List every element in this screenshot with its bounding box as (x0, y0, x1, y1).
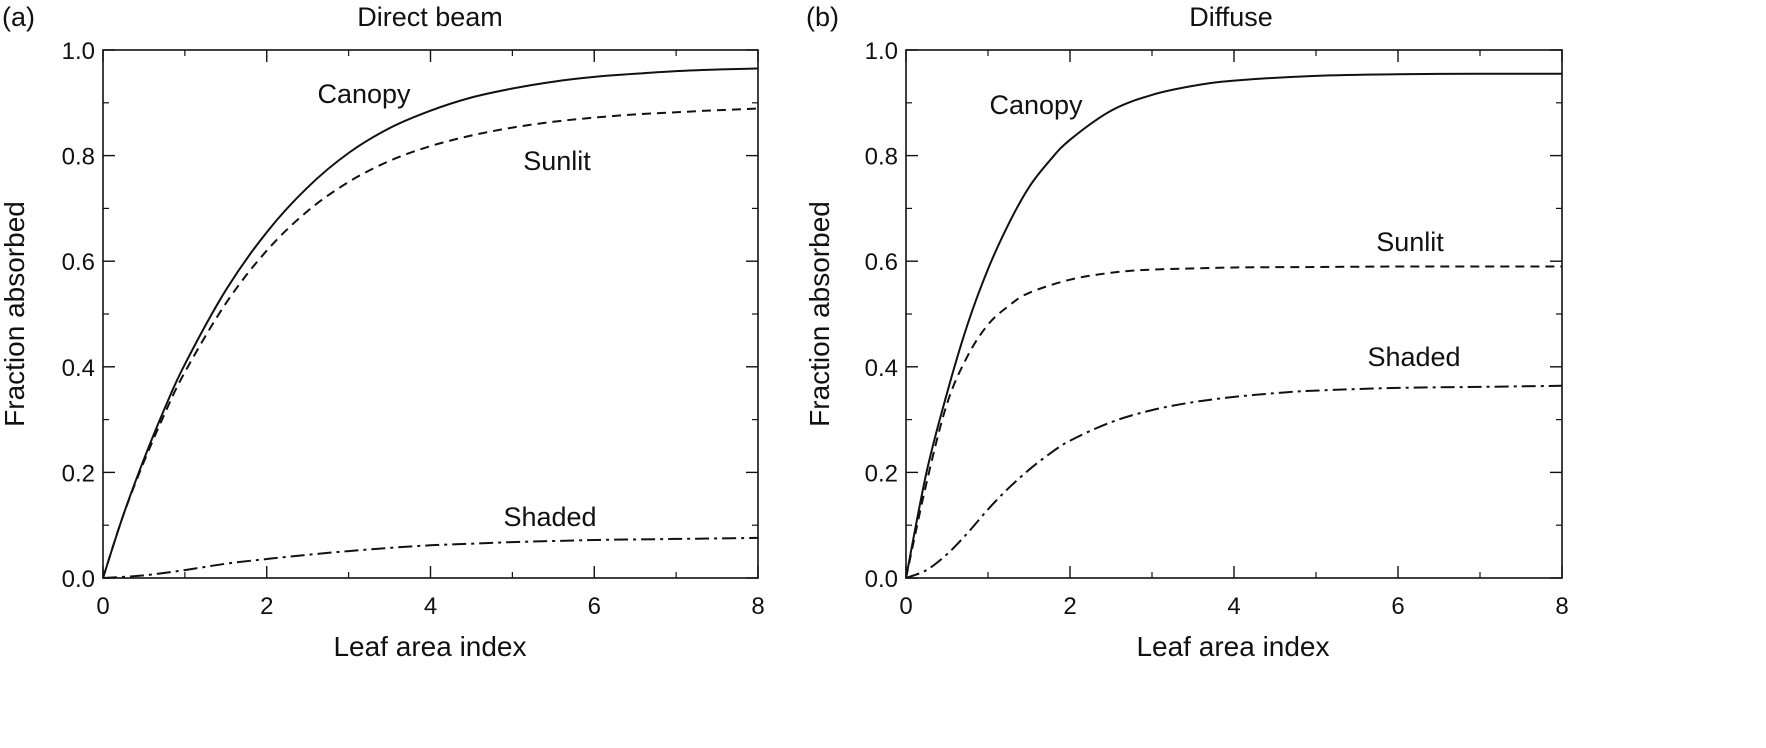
x-tick-label: 4 (1227, 593, 1240, 620)
y-tick-label: 1.0 (62, 38, 95, 65)
y-axis-label: Fraction absorbed (0, 201, 30, 427)
y-tick-label: 0.4 (62, 355, 95, 382)
x-tick-label: 0 (96, 593, 109, 620)
ticks (905, 49, 1563, 579)
chart-title: Direct beam (357, 2, 503, 32)
x-tick-label: 2 (1063, 593, 1076, 620)
tick-labels: 0 2 4 6 8 0.0 0.2 0.4 0.6 0.8 1.0 (62, 38, 765, 620)
y-tick-label: 0.6 (865, 249, 898, 276)
x-tick-label: 8 (751, 593, 764, 620)
ticks (102, 49, 759, 579)
y-tick-label: 0.2 (865, 460, 898, 487)
series-line-canopy (102, 67, 759, 579)
series-label-sunlit: Sunlit (523, 146, 591, 176)
panel-label: (a) (2, 2, 35, 32)
x-tick-label: 8 (1555, 593, 1568, 620)
series-line-shaded (905, 384, 1563, 579)
series-line-sunlit (102, 107, 759, 579)
series-line-sunlit (905, 265, 1562, 579)
y-tick-label: 0.0 (865, 566, 898, 593)
series-label-canopy: Canopy (317, 79, 411, 109)
y-tick-label: 1.0 (865, 38, 898, 65)
series-group (102, 67, 759, 579)
x-tick-label: 6 (1391, 593, 1404, 620)
series-label-shaded: Shaded (503, 502, 596, 532)
x-axis-label: Leaf area index (1136, 631, 1329, 662)
series-group (905, 72, 1563, 579)
y-tick-label: 0.8 (62, 144, 95, 171)
y-tick-label: 0.4 (865, 355, 898, 382)
plot-frame (905, 49, 1563, 579)
x-tick-label: 0 (899, 593, 912, 620)
series-label-canopy: Canopy (989, 90, 1083, 120)
series-line-shaded (102, 536, 759, 579)
x-tick-label: 4 (424, 593, 437, 620)
panel-label: (b) (806, 2, 839, 32)
y-axis-label: Fraction absorbed (804, 201, 835, 427)
x-axis-label: Leaf area index (333, 631, 526, 662)
tick-labels: 0 2 4 6 8 0.0 0.2 0.4 0.6 0.8 1.0 (865, 38, 1569, 620)
y-tick-label: 0.2 (62, 460, 95, 487)
plot-frame (102, 49, 759, 579)
y-tick-label: 0.0 (62, 566, 95, 593)
chart-title: Diffuse (1189, 2, 1273, 32)
y-tick-label: 0.6 (62, 249, 95, 276)
x-tick-label: 6 (588, 593, 601, 620)
series-label-shaded: Shaded (1367, 342, 1460, 372)
y-tick-label: 0.8 (865, 144, 898, 171)
x-tick-label: 2 (260, 593, 273, 620)
series-label-sunlit: Sunlit (1376, 227, 1444, 257)
panel-a: (a) Direct beam 0 2 4 6 80.00.20.40.60.81.0 … (0, 2, 765, 662)
panel-b: (b) Diffuse 0 2 4 6 8 0.0 0.2 0.4 0.6 0.8 1.0 Cano… (804, 2, 1569, 662)
series-line-canopy (905, 72, 1563, 579)
